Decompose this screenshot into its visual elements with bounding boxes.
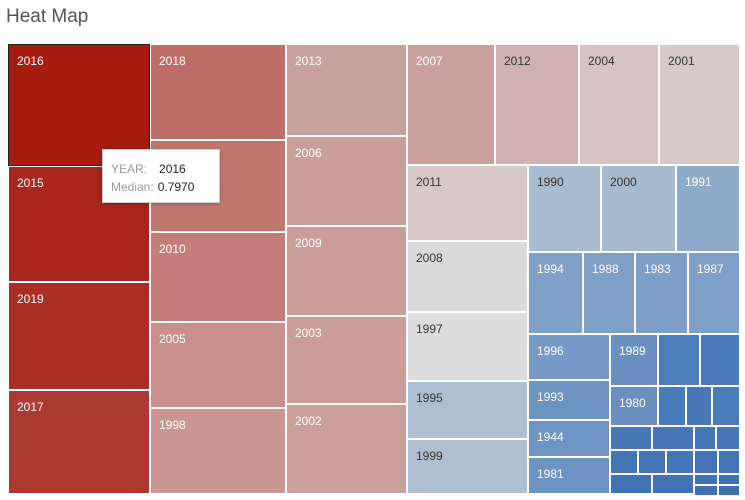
tooltip: YEAR: 2016 Median: 0.7970 <box>102 149 220 203</box>
treemap-cell-label: 1998 <box>159 418 186 432</box>
treemap-cell-label: 2005 <box>159 332 186 346</box>
treemap-cell-2005[interactable]: 2005 <box>150 322 286 408</box>
treemap-cell-label: 1993 <box>537 390 564 404</box>
treemap-cell-label: 1989 <box>619 344 646 358</box>
treemap-cell-label: 1944 <box>537 430 564 444</box>
treemap-cell-unlabeled-53[interactable] <box>718 474 740 485</box>
treemap-cell-label: 1996 <box>537 344 564 358</box>
treemap-cell-unlabeled-39[interactable] <box>686 386 712 426</box>
tooltip-year-value: 2016 <box>159 162 186 176</box>
treemap-cell-label: 1994 <box>537 262 564 276</box>
treemap-cell-label: 1995 <box>416 391 443 405</box>
treemap-cell-1944[interactable]: 1944 <box>528 420 610 457</box>
treemap-cell-label: 2015 <box>17 176 44 190</box>
treemap-cell-label: 2008 <box>416 251 443 265</box>
treemap-cell-unlabeled-47[interactable] <box>666 450 694 474</box>
treemap-cell-label: 1997 <box>416 322 443 336</box>
treemap-cell-unlabeled-36[interactable] <box>658 334 700 386</box>
treemap-cell-unlabeled-48[interactable] <box>694 450 718 474</box>
treemap-cell-1980[interactable]: 1980 <box>610 386 658 426</box>
treemap-cell-label: 1987 <box>697 262 724 276</box>
treemap-cell-1988[interactable]: 1988 <box>583 252 635 334</box>
treemap-cell-unlabeled-46[interactable] <box>638 450 666 474</box>
treemap-cell-1987[interactable]: 1987 <box>688 252 740 334</box>
treemap-cell-label: 2009 <box>295 236 322 250</box>
treemap-cell-label: 2013 <box>295 54 322 68</box>
treemap-cell-2002[interactable]: 2002 <box>286 404 407 494</box>
treemap-cell-label: 2012 <box>504 54 531 68</box>
treemap-cell-label: 2000 <box>610 175 637 189</box>
treemap-cell-1989[interactable]: 1989 <box>610 334 658 386</box>
treemap-cell-unlabeled-49[interactable] <box>718 450 740 474</box>
treemap-cell-1990[interactable]: 1990 <box>528 165 601 252</box>
treemap-cell-label: 2017 <box>17 400 44 414</box>
treemap-cell-1998[interactable]: 1998 <box>150 408 286 494</box>
treemap: 2016 2015 2019 2017 2018 2010 2005 1998 2013 2006… <box>8 44 740 496</box>
treemap-cell-2006[interactable]: 2006 <box>286 136 407 226</box>
treemap-cell-2004[interactable]: 2004 <box>579 44 659 165</box>
treemap-cell-label: 2006 <box>295 146 322 160</box>
treemap-cell-unlabeled-50[interactable] <box>610 474 652 494</box>
treemap-cell-label: 2010 <box>159 242 186 256</box>
treemap-cell-label: 1991 <box>685 175 712 189</box>
treemap-cell-label: 2018 <box>159 54 186 68</box>
treemap-cell-label: 2011 <box>416 175 442 189</box>
treemap-cell-unlabeled-51[interactable] <box>652 474 694 494</box>
treemap-cell-2017[interactable]: 2017 <box>8 390 150 494</box>
treemap-cell-unlabeled-52[interactable] <box>694 474 718 485</box>
treemap-cell-2010[interactable]: 2010 <box>150 232 286 322</box>
treemap-cell-1996[interactable]: 1996 <box>528 334 610 380</box>
treemap-cell-1995[interactable]: 1995 <box>407 381 528 439</box>
treemap-cell-2011[interactable]: 2011 <box>407 165 528 241</box>
tooltip-year-row: YEAR: 2016 <box>111 160 219 178</box>
treemap-cell-label: 2001 <box>668 54 695 68</box>
treemap-cell-2008[interactable]: 2008 <box>407 241 528 312</box>
treemap-cell-1983[interactable]: 1983 <box>635 252 688 334</box>
treemap-cell-unlabeled-38[interactable] <box>658 386 686 426</box>
treemap-cell-2007[interactable]: 2007 <box>407 44 495 165</box>
treemap-cell-unlabeled-42[interactable] <box>652 426 694 450</box>
treemap-cell-unlabeled-40[interactable] <box>712 386 740 426</box>
treemap-cell-label: 1980 <box>619 396 646 410</box>
treemap-cell-2019[interactable]: 2019 <box>8 282 150 390</box>
treemap-cell-label: 1990 <box>537 175 564 189</box>
treemap-cell-1999[interactable]: 1999 <box>407 439 528 494</box>
treemap-cell-label: 1981 <box>537 467 564 481</box>
treemap-cell-unlabeled-45[interactable] <box>610 450 638 474</box>
treemap-cell-1994[interactable]: 1994 <box>528 252 583 334</box>
treemap-cell-label: 2002 <box>295 414 322 428</box>
tooltip-median-row: Median: 0.7970 <box>111 178 219 196</box>
treemap-cell-2000[interactable]: 2000 <box>601 165 676 252</box>
treemap-cell-unlabeled-44[interactable] <box>716 426 740 450</box>
treemap-cell-label: 2003 <box>295 326 322 340</box>
treemap-cell-2012[interactable]: 2012 <box>495 44 579 165</box>
treemap-cell-unlabeled-37[interactable] <box>700 334 740 386</box>
treemap-cell-2001[interactable]: 2001 <box>659 44 740 165</box>
treemap-cell-1981[interactable]: 1981 <box>528 457 610 494</box>
tooltip-year-label: YEAR: <box>111 162 148 176</box>
treemap-cell-1991[interactable]: 1991 <box>676 165 740 252</box>
treemap-cell-unlabeled-43[interactable] <box>694 426 716 450</box>
treemap-cell-label: 1983 <box>644 262 671 276</box>
treemap-cell-2016[interactable]: 2016 <box>8 44 150 166</box>
treemap-cell-label: 1999 <box>416 449 443 463</box>
treemap-cell-unlabeled-55[interactable] <box>718 485 740 496</box>
chart-title: Heat Map <box>6 6 89 27</box>
treemap-cell-2009[interactable]: 2009 <box>286 226 407 316</box>
treemap-cell-unlabeled-54[interactable] <box>694 485 718 496</box>
treemap-cell-2003[interactable]: 2003 <box>286 316 407 404</box>
treemap-cell-label: 2004 <box>588 54 615 68</box>
tooltip-median-value: 0.7970 <box>157 180 195 194</box>
treemap-cell-label: 1988 <box>592 262 619 276</box>
treemap-cell-label: 2007 <box>416 54 443 68</box>
treemap-cell-2018[interactable]: 2018 <box>150 44 286 140</box>
tooltip-median-label: Median: <box>111 180 154 194</box>
treemap-cell-label: 2016 <box>17 54 44 68</box>
treemap-cell-1993[interactable]: 1993 <box>528 380 610 420</box>
treemap-cell-1997[interactable]: 1997 <box>407 312 528 381</box>
treemap-cell-label: 2019 <box>17 292 44 306</box>
treemap-cell-unlabeled-41[interactable] <box>610 426 652 450</box>
treemap-cell-2013[interactable]: 2013 <box>286 44 407 136</box>
